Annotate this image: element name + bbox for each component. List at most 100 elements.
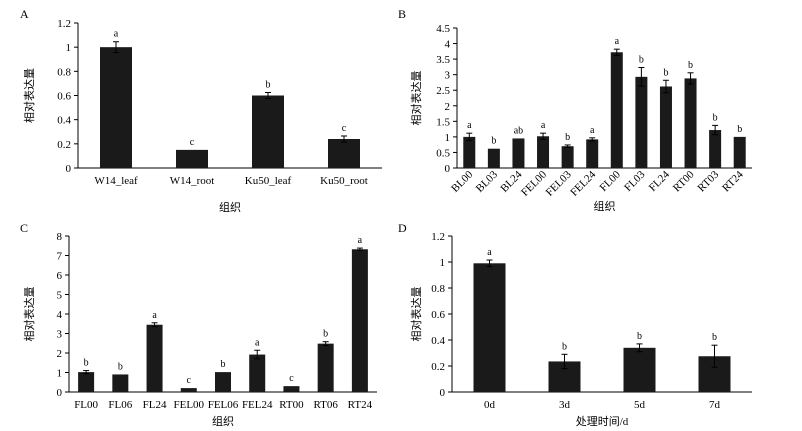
panel-a-y-tick-label: 0.2: [57, 139, 71, 151]
panel-b-bar: [733, 136, 746, 168]
panel-b-significance-label: b: [639, 55, 644, 66]
panel-b-y-tick-label: 4.5: [436, 23, 450, 35]
panel-b-category-label: BL03: [474, 168, 501, 195]
panel-c-significance-label: c: [187, 375, 192, 386]
panel-b-letter: B: [398, 7, 406, 21]
panel-b-category-label: RT24: [720, 168, 746, 194]
panel-c-y-tick-label: 6: [57, 270, 63, 282]
panel-c-category-label: FEL24: [242, 399, 273, 411]
panel-b-significance-label: b: [713, 112, 718, 123]
panel-b-category-label: FL00: [598, 168, 624, 194]
panel-c-bar: [283, 386, 300, 392]
panel-a-significance-label: c: [190, 137, 195, 148]
panel-d-y-tick-label: 0.2: [431, 361, 445, 373]
panel-c-y-tick-label: 0: [57, 387, 63, 399]
panel-a-category-label: Ku50_root: [320, 175, 368, 187]
panel-a-y-tick-label: 0.4: [57, 115, 71, 127]
panel-d-y-tick-label: 0.6: [431, 309, 445, 321]
panel-b-bar: [709, 130, 722, 168]
panel-d-significance-label: b: [712, 332, 717, 343]
panel-a-category-label: Ku50_leaf: [245, 175, 292, 187]
panel-c-significance-label: b: [221, 359, 226, 370]
panel-c-significance-label: b: [323, 329, 328, 340]
panel-b-category-label: FL24: [647, 168, 673, 194]
panel-c-category-label: RT06: [313, 399, 338, 411]
panel-c-bar: [112, 374, 129, 392]
panel-b-significance-label: ab: [514, 125, 523, 136]
panel-b-category-label: FEL00: [519, 168, 549, 198]
panel-b-bar: [463, 136, 476, 168]
panel-a-category-label: W14_leaf: [94, 175, 138, 187]
panel-b-y-tick-label: 0: [445, 163, 451, 175]
panel-c-bar: [180, 388, 197, 392]
panel-b-bar: [512, 138, 525, 168]
panel-a-y-tick-label: 0.6: [57, 91, 71, 103]
panel-b-category-label: FL03: [622, 168, 648, 194]
panel-a-bar: [252, 95, 284, 168]
panel-b-bar: [659, 86, 672, 168]
panel-a-y-tick-label: 1: [66, 42, 72, 54]
panel-a-y-tick-label: 1.2: [57, 18, 71, 30]
panel-b-bar: [610, 52, 623, 169]
panel-a-category-label: W14_root: [170, 175, 215, 187]
panel-c-category-label: FEL00: [173, 399, 204, 411]
panel-b-significance-label: b: [663, 67, 668, 78]
panel-b-bar: [561, 146, 574, 168]
panel-c-significance-label: a: [358, 235, 363, 246]
panel-b-y-tick-label: 3: [445, 70, 451, 82]
panel-b-bar: [684, 78, 697, 168]
panel-a-x-axis-title: 组织: [219, 200, 241, 214]
panel-a-significance-label: c: [342, 123, 347, 134]
panel-b-y-tick-label: 2: [445, 101, 451, 113]
panel-b-category-label: FEL24: [568, 168, 598, 198]
panel-b-bar: [586, 139, 599, 168]
panel-d-category-label: 0d: [484, 399, 496, 411]
panel-b-significance-label: b: [737, 124, 742, 135]
panel-a-bar: [328, 139, 360, 168]
panel-c-bar: [146, 324, 163, 392]
panel-b-significance-label: a: [467, 120, 472, 131]
panel-c-y-tick-label: 1: [57, 368, 63, 380]
panel-d-y-tick-label: 1.2: [431, 231, 445, 243]
panel-b-significance-label: b: [491, 136, 496, 147]
panel-b-significance-label: b: [688, 60, 693, 71]
panel-d-significance-label: a: [487, 247, 492, 258]
panel-b-category-label: RT03: [696, 168, 722, 194]
panel-d-y-tick-label: 0.4: [431, 335, 445, 347]
panel-c-y-tick-label: 7: [57, 251, 63, 263]
panel-c-bar: [317, 343, 334, 392]
panel-a-y-tick-label: 0: [66, 163, 72, 175]
panel-c-y-tick-label: 3: [57, 329, 63, 341]
panel-d-bar: [473, 263, 506, 392]
panel-d-letter: D: [398, 221, 407, 235]
panel-c-category-label: FEL06: [208, 399, 239, 411]
panel-c-significance-label: c: [289, 373, 294, 384]
panel-b-category-label: RT00: [671, 168, 697, 194]
panel-d-category-label: 7d: [709, 399, 721, 411]
panel-b-bar: [635, 76, 648, 168]
panel-b-y-tick-label: 3.5: [436, 54, 450, 66]
panel-c-category-label: RT24: [348, 399, 373, 411]
panel-b-significance-label: a: [615, 36, 620, 47]
panel-b-y-tick-label: 0.5: [436, 147, 450, 159]
panel-b-y-axis-title: 相对表达量: [409, 71, 423, 126]
panel-c-y-axis-title: 相对表达量: [22, 287, 36, 342]
panel-d-significance-label: b: [637, 331, 642, 342]
panel-c-significance-label: b: [118, 361, 123, 372]
panel-d-y-tick-label: 1: [440, 257, 446, 269]
panel-c-bar: [215, 372, 231, 392]
panel-b-y-tick-label: 1.5: [436, 116, 450, 128]
panel-b-bar: [537, 136, 550, 168]
panel-c-category-label: FL00: [74, 399, 98, 411]
panel-c-significance-label: a: [255, 337, 260, 348]
panel-c-bar: [249, 354, 266, 392]
panel-c-significance-label: a: [152, 310, 157, 321]
panel-c-category-label: FL06: [108, 399, 132, 411]
panel-c-y-tick-label: 4: [57, 309, 63, 321]
panel-b-y-tick-label: 2.5: [436, 85, 450, 97]
panel-c-bar: [78, 372, 95, 392]
panel-c-y-tick-label: 8: [57, 231, 63, 243]
panel-b-x-axis-title: 组织: [594, 199, 616, 213]
panel-c-category-label: RT00: [279, 399, 304, 411]
panel-c-x-axis-title: 组织: [212, 414, 234, 428]
